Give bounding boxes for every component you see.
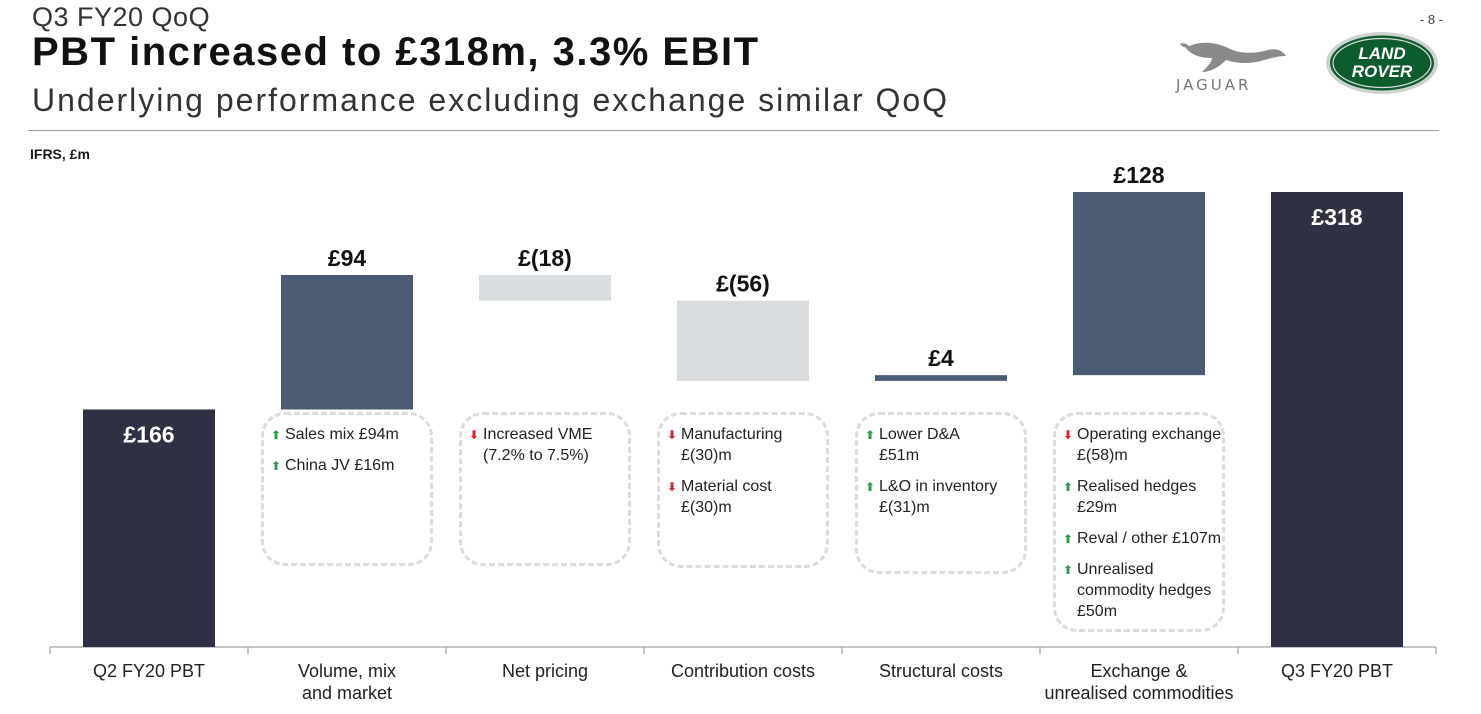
- category-label-6: Exchange &: [1090, 661, 1187, 681]
- annotation-item: ⬆ Realised hedges £29m: [1063, 476, 1196, 518]
- value-label-7: £318: [1311, 204, 1362, 230]
- arrow-down-icon: ⬇: [1063, 428, 1074, 442]
- unit-label: IFRS, £m: [30, 146, 90, 162]
- arrow-down-icon: ⬇: [667, 480, 678, 494]
- slide-section-title: Q3 FY20 QoQ: [32, 2, 211, 32]
- annotation-text: Lower D&A £51m: [879, 426, 960, 464]
- annotation-text: Reval / other £107m: [1077, 530, 1222, 547]
- arrow-up-icon: ⬆: [271, 428, 282, 442]
- annotation-item: ⬆ Sales mix £94m: [271, 424, 399, 446]
- annotation-text: Material cost £(30)m: [681, 478, 772, 516]
- annotation-text: Operating exchange £(58)m: [1077, 426, 1222, 464]
- annotation-text: L&O in inventory £(31)m: [879, 478, 998, 516]
- bar-1: [83, 409, 215, 647]
- jaguar-logo: JAGUAR: [1172, 34, 1292, 94]
- annotation-text: Manufacturing £(30)m: [681, 426, 783, 464]
- category-label-7: Q3 FY20 PBT: [1281, 661, 1393, 681]
- annotation-box: [657, 412, 829, 568]
- land-rover-logo: LAND ROVER: [1324, 30, 1440, 96]
- value-label-3: £(18): [518, 245, 572, 271]
- annotation-box: [459, 412, 631, 566]
- arrow-up-icon: ⬆: [271, 459, 282, 473]
- annotation-item: ⬇ Operating exchange £(58)m: [1063, 424, 1221, 466]
- annotation-text: Realised hedges £29m: [1077, 478, 1197, 516]
- bar-7: [1271, 192, 1403, 647]
- annotation-text: Sales mix £94m: [285, 426, 399, 443]
- land-rover-wordmark-line1: LAND: [1358, 44, 1406, 63]
- arrow-down-icon: ⬇: [469, 428, 480, 442]
- bar-6: [1073, 192, 1205, 376]
- page-number: - 8 -: [1419, 12, 1443, 27]
- bar-4: [677, 300, 809, 381]
- slide-title: PBT increased to £318m, 3.3% EBIT: [32, 30, 760, 74]
- category-label-3: Net pricing: [502, 661, 588, 681]
- category-label-2: and market: [302, 683, 392, 703]
- category-label-6: unrealised commodities: [1044, 683, 1233, 703]
- category-label-5: Structural costs: [879, 661, 1003, 681]
- bar-2: [281, 274, 413, 410]
- bar-5: [875, 375, 1007, 381]
- bar-3: [479, 274, 611, 301]
- annotation-text: China JV £16m: [285, 457, 395, 474]
- annotation-text: Increased VME (7.2% to 7.5%): [483, 426, 593, 464]
- annotation-box: [855, 412, 1027, 574]
- arrow-up-icon: ⬆: [1063, 532, 1074, 546]
- category-label-1: Q2 FY20 PBT: [93, 661, 205, 681]
- arrow-down-icon: ⬇: [667, 428, 678, 442]
- annotation-item: ⬆ Reval / other £107m: [1063, 528, 1221, 550]
- annotation-item: ⬆ L&O in inventory £(31)m: [865, 476, 997, 518]
- value-label-5: £4: [928, 345, 954, 371]
- value-label-6: £128: [1113, 162, 1164, 188]
- arrow-up-icon: ⬆: [865, 480, 876, 494]
- land-rover-wordmark-line2: ROVER: [1351, 62, 1413, 81]
- value-label-1: £166: [123, 421, 174, 447]
- header-divider: [28, 130, 1439, 131]
- jaguar-wordmark: JAGUAR: [1176, 76, 1252, 94]
- annotation-item: ⬇ Increased VME (7.2% to 7.5%): [469, 424, 592, 466]
- category-label-4: Contribution costs: [671, 661, 815, 681]
- value-label-4: £(56): [716, 271, 770, 297]
- arrow-up-icon: ⬆: [1063, 480, 1074, 494]
- annotation-item: ⬇ Manufacturing £(30)m: [667, 424, 782, 466]
- value-label-2: £94: [328, 245, 367, 271]
- annotation-item: ⬆ Lower D&A £51m: [865, 424, 960, 466]
- land-rover-oval-icon: [1326, 32, 1438, 94]
- arrow-up-icon: ⬆: [1063, 563, 1074, 577]
- slide-subtitle: Underlying performance excluding exchang…: [32, 82, 950, 118]
- annotation-item: ⬆ China JV £16m: [271, 455, 394, 477]
- annotation-item: ⬆ Unrealised commodity hedges £50m: [1063, 559, 1211, 622]
- arrow-up-icon: ⬆: [865, 428, 876, 442]
- annotation-item: ⬇ Material cost £(30)m: [667, 476, 772, 518]
- annotation-text: Unrealised commodity hedges £50m: [1077, 561, 1212, 620]
- annotation-box: [1053, 412, 1225, 632]
- category-label-2: Volume, mix: [298, 661, 396, 681]
- annotation-box: [261, 412, 433, 566]
- jaguar-leaper-icon: [1180, 42, 1286, 72]
